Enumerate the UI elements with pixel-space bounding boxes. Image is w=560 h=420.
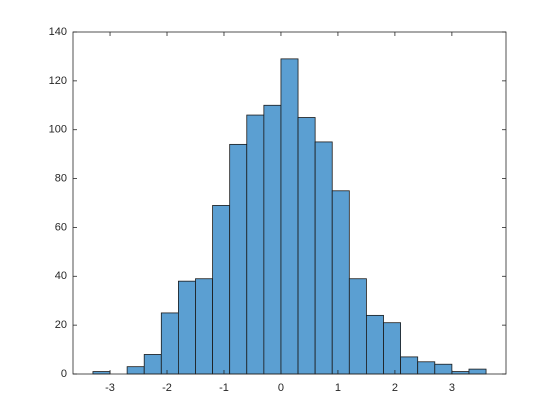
histogram-bar xyxy=(400,356,419,375)
y-tick-label: 60 xyxy=(55,221,67,233)
histogram-bar xyxy=(417,361,436,375)
y-tick-label: 40 xyxy=(55,270,67,282)
y-tick-label: 140 xyxy=(49,26,67,38)
y-tick-label: 100 xyxy=(49,124,67,136)
histogram-bar xyxy=(195,278,213,375)
histogram-bar xyxy=(468,368,487,375)
histogram-bar xyxy=(160,312,179,375)
histogram-bar xyxy=(366,314,384,375)
histogram-bar xyxy=(434,363,453,375)
x-tick-label: -3 xyxy=(105,382,115,394)
histogram-bar xyxy=(229,143,248,375)
histogram-bar xyxy=(383,322,401,375)
histogram-bar xyxy=(331,190,350,375)
histogram-bar xyxy=(178,280,196,375)
x-tick-label: -1 xyxy=(219,382,229,394)
histogram-bar xyxy=(212,205,231,375)
axes-box xyxy=(72,31,507,375)
histogram-bar xyxy=(297,117,316,375)
y-tick-label: 80 xyxy=(55,172,67,184)
histogram-bar xyxy=(280,58,299,375)
histogram-bar xyxy=(126,366,145,375)
histogram-bar xyxy=(348,278,367,375)
x-tick-label: 1 xyxy=(335,382,341,394)
histogram-bar xyxy=(246,114,265,375)
histogram-bar xyxy=(314,141,333,375)
histogram-bar xyxy=(143,354,162,375)
y-tick-label: 120 xyxy=(49,75,67,87)
x-tick-label: -2 xyxy=(162,382,172,394)
x-tick-label: 2 xyxy=(392,382,398,394)
x-tick-label: 3 xyxy=(449,382,455,394)
histogram-bar xyxy=(263,104,282,375)
y-tick-label: 20 xyxy=(55,319,67,331)
x-tick-label: 0 xyxy=(278,382,284,394)
y-tick-label: 0 xyxy=(61,368,67,380)
